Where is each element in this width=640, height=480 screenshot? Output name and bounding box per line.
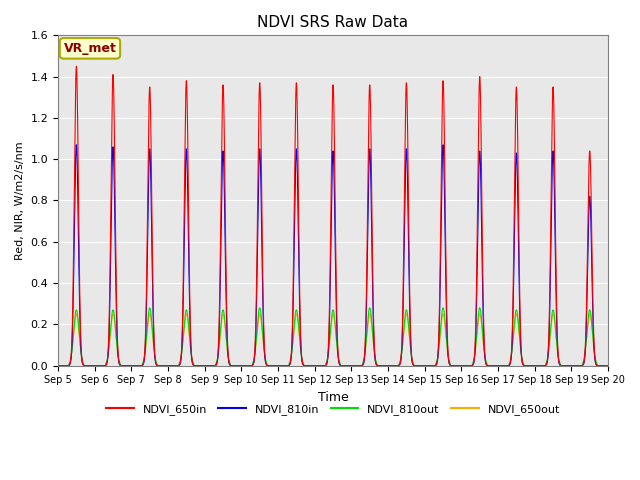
NDVI_810out — [146, 305, 154, 311]
NDVI_810out — [172, 363, 180, 369]
NDVI_650out — [604, 363, 612, 369]
NDVI_650in — [72, 63, 80, 69]
Title: NDVI SRS Raw Data: NDVI SRS Raw Data — [257, 15, 408, 30]
Line: NDVI_810in: NDVI_810in — [58, 145, 608, 366]
NDVI_650out — [54, 363, 62, 369]
NDVI_650in — [172, 363, 180, 369]
NDVI_650in — [604, 363, 612, 369]
NDVI_810in — [487, 363, 495, 369]
NDVI_810out — [604, 363, 612, 369]
NDVI_810in — [604, 363, 612, 369]
NDVI_810out — [54, 363, 62, 369]
NDVI_810out — [602, 363, 610, 369]
X-axis label: Time: Time — [317, 391, 348, 404]
NDVI_650in — [602, 363, 610, 369]
NDVI_810in — [409, 361, 417, 367]
NDVI_810in — [54, 363, 62, 369]
NDVI_810out — [260, 345, 268, 351]
Y-axis label: Red, NIR, W/m2/s/nm: Red, NIR, W/m2/s/nm — [15, 141, 25, 260]
NDVI_810in — [602, 363, 610, 369]
Line: NDVI_650in: NDVI_650in — [58, 66, 608, 366]
Line: NDVI_650out: NDVI_650out — [58, 314, 608, 366]
NDVI_650out — [260, 347, 268, 353]
NDVI_810out — [487, 363, 495, 369]
NDVI_810in — [260, 339, 268, 345]
NDVI_650in — [487, 363, 495, 369]
Text: VR_met: VR_met — [63, 42, 116, 55]
NDVI_650out — [172, 363, 180, 369]
NDVI_650out — [409, 360, 417, 365]
NDVI_650out — [602, 363, 610, 369]
NDVI_810in — [172, 363, 180, 369]
NDVI_650out — [487, 363, 495, 369]
NDVI_650out — [166, 363, 174, 369]
NDVI_810in — [72, 142, 80, 148]
NDVI_650in — [260, 332, 268, 338]
Legend: NDVI_650in, NDVI_810in, NDVI_810out, NDVI_650out: NDVI_650in, NDVI_810in, NDVI_810out, NDV… — [102, 400, 564, 420]
NDVI_650in — [166, 363, 174, 369]
NDVI_650in — [409, 361, 417, 367]
NDVI_810in — [166, 363, 174, 369]
NDVI_810out — [166, 363, 174, 369]
Line: NDVI_810out: NDVI_810out — [58, 308, 608, 366]
NDVI_810out — [409, 360, 417, 365]
NDVI_650out — [72, 311, 80, 317]
NDVI_650in — [54, 363, 62, 369]
